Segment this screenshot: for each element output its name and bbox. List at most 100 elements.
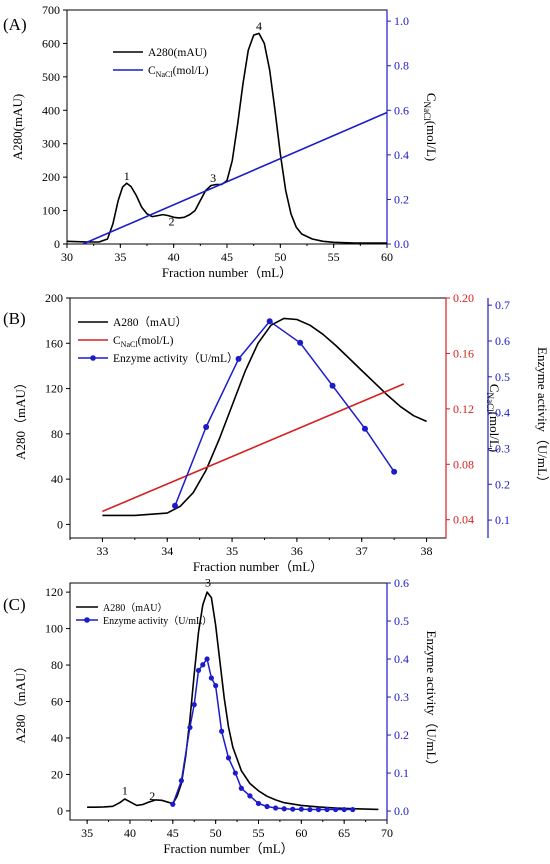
y-left-tick-label: 600 <box>42 36 60 50</box>
data-point <box>391 468 398 475</box>
y-left-tick-label: 160 <box>45 336 63 350</box>
y-right-axis-title-b: CNaCl(mol/L) <box>485 384 502 452</box>
data-point <box>341 806 347 813</box>
peak-label: 4 <box>256 19 262 33</box>
y-right-tick-label: 0.16 <box>453 346 474 360</box>
data-point <box>178 778 184 784</box>
x-tick-label: 36 <box>291 544 303 558</box>
x-tick-label: 34 <box>161 544 173 558</box>
x-tick-label: 35 <box>226 544 238 558</box>
y-left-tick-label: 120 <box>45 382 63 396</box>
y-right-axis-title-b-main: C <box>487 384 502 393</box>
y-right-tick-label: 0.6 <box>394 576 409 590</box>
y-left-tick-label: 0 <box>57 804 63 818</box>
data-point <box>172 502 179 509</box>
y-right-tick-label: 0.08 <box>453 457 474 471</box>
y-right-tick-label: 0.3 <box>394 690 409 704</box>
legend-b: A280（mAU） CNaCl(mol/L) Enzyme activity（U/m… <box>78 316 239 365</box>
data-point <box>191 702 197 708</box>
y-right-tick-label: 0.6 <box>394 103 409 117</box>
x-tick-label: 45 <box>221 250 233 264</box>
y-left-tick-label: 80 <box>51 427 63 441</box>
x-tick-label: 50 <box>274 250 286 264</box>
y-right-tick-label: 0.4 <box>394 148 409 162</box>
y-right-axis-title-a-sub: NaCl <box>422 102 432 122</box>
y-left-tick-label: 0 <box>57 517 63 531</box>
y-left-tick-label: 200 <box>45 291 63 305</box>
y-right-axis-title-a-main: C <box>424 93 439 102</box>
x-tick-label: 65 <box>338 826 350 840</box>
data-point <box>213 683 219 689</box>
y-left-tick-label: 20 <box>51 767 63 781</box>
series-line-b-0 <box>102 317 427 517</box>
peak-label: 1 <box>124 169 130 183</box>
y-left-tick-label: 400 <box>42 103 60 117</box>
y-right2-tick-label: 0.4 <box>495 406 510 420</box>
y-right-axis-title-c: Enzyme activity（U/mL） <box>424 631 439 773</box>
data-point <box>281 806 287 812</box>
series-line-a-1 <box>82 111 388 245</box>
y-right2-tick-label: 0.1 <box>495 513 510 527</box>
data-point <box>298 806 304 812</box>
data-point <box>232 770 238 776</box>
y-left-tick-label: 200 <box>42 170 60 184</box>
peak-label: 2 <box>169 214 175 228</box>
legend-label: Enzyme activity（U/mL） <box>113 352 239 365</box>
data-point <box>273 805 279 811</box>
data-point <box>204 656 210 662</box>
data-point <box>187 724 193 731</box>
peak-label: 3 <box>210 171 216 185</box>
data-point <box>247 793 253 799</box>
series-line-c-1 <box>172 658 353 811</box>
y-left-axis-title-c: A280（mAU） <box>13 660 28 744</box>
data-point <box>307 806 313 813</box>
y-left-tick-label: 700 <box>42 3 60 17</box>
legend-label: A280（mAU） <box>103 602 167 614</box>
y-left-tick-label: 100 <box>42 204 60 218</box>
y-right-axis-title-b-suffix: (mol/L) <box>487 412 502 452</box>
y-right-tick-label: 0.0 <box>394 804 409 818</box>
x-tick-label: 30 <box>61 250 73 264</box>
data-point <box>255 800 262 807</box>
series-line-b-1 <box>102 383 405 513</box>
legend-label-main: C <box>148 65 156 77</box>
legend-c: A280（mAU）Enzyme activity（U/mL） <box>76 602 212 627</box>
data-point <box>332 806 339 813</box>
legend-label-main: C <box>113 335 121 347</box>
legend-label: A280（mAU） <box>113 316 187 329</box>
data-point <box>203 423 210 430</box>
chart-panel-c: (C) 35 40 45 50 55 60 65 70 Fraction number（mL） 0 2… <box>3 576 439 856</box>
y-right2-tick-label: 0.6 <box>495 334 510 348</box>
y-right2-tick-label: 0.2 <box>495 477 510 491</box>
panel-label-b: (B) <box>3 309 26 328</box>
data-point <box>315 806 322 813</box>
y-left-axis-title-a: A280(mAU) <box>10 94 25 160</box>
x-tick-label: 70 <box>381 826 393 840</box>
y-right-tick-label: 0.4 <box>394 652 409 666</box>
y-right-tick-label: 0.20 <box>453 291 474 305</box>
x-tick-label: 50 <box>210 826 222 840</box>
legend-label: Enzyme activity（U/mL） <box>103 615 212 627</box>
data-point <box>297 339 304 346</box>
y-right-tick-label: 1.0 <box>394 14 409 28</box>
x-tick-label: 60 <box>295 826 307 840</box>
peak-label: 1 <box>122 783 128 797</box>
x-tick-label: 60 <box>381 250 393 264</box>
y-left-tick-label: 120 <box>45 585 63 599</box>
y-right-tick-label: 0.0 <box>394 237 409 251</box>
chart-panel-b: (B) 33 34 35 36 37 38 Fraction number（mL） 0 40 80 1… <box>3 291 550 574</box>
x-axis-title-c: Fraction number（mL） <box>163 841 293 856</box>
data-point <box>350 806 356 813</box>
x-tick-label: 37 <box>356 544 368 558</box>
peak-label: 2 <box>149 789 155 803</box>
series-line-b-2 <box>174 320 395 507</box>
plot-frame-a <box>66 9 388 245</box>
y-right2-tick-label: 0.7 <box>495 298 510 312</box>
y-left-tick-label: 40 <box>51 731 63 745</box>
x-tick-label: 35 <box>114 250 126 264</box>
y-left-axis-title-b: A280（mAU） <box>13 376 28 460</box>
data-point <box>195 667 202 674</box>
peak-label: 3 <box>205 576 211 590</box>
legend-label-suffix: (mol/L) <box>173 65 209 77</box>
